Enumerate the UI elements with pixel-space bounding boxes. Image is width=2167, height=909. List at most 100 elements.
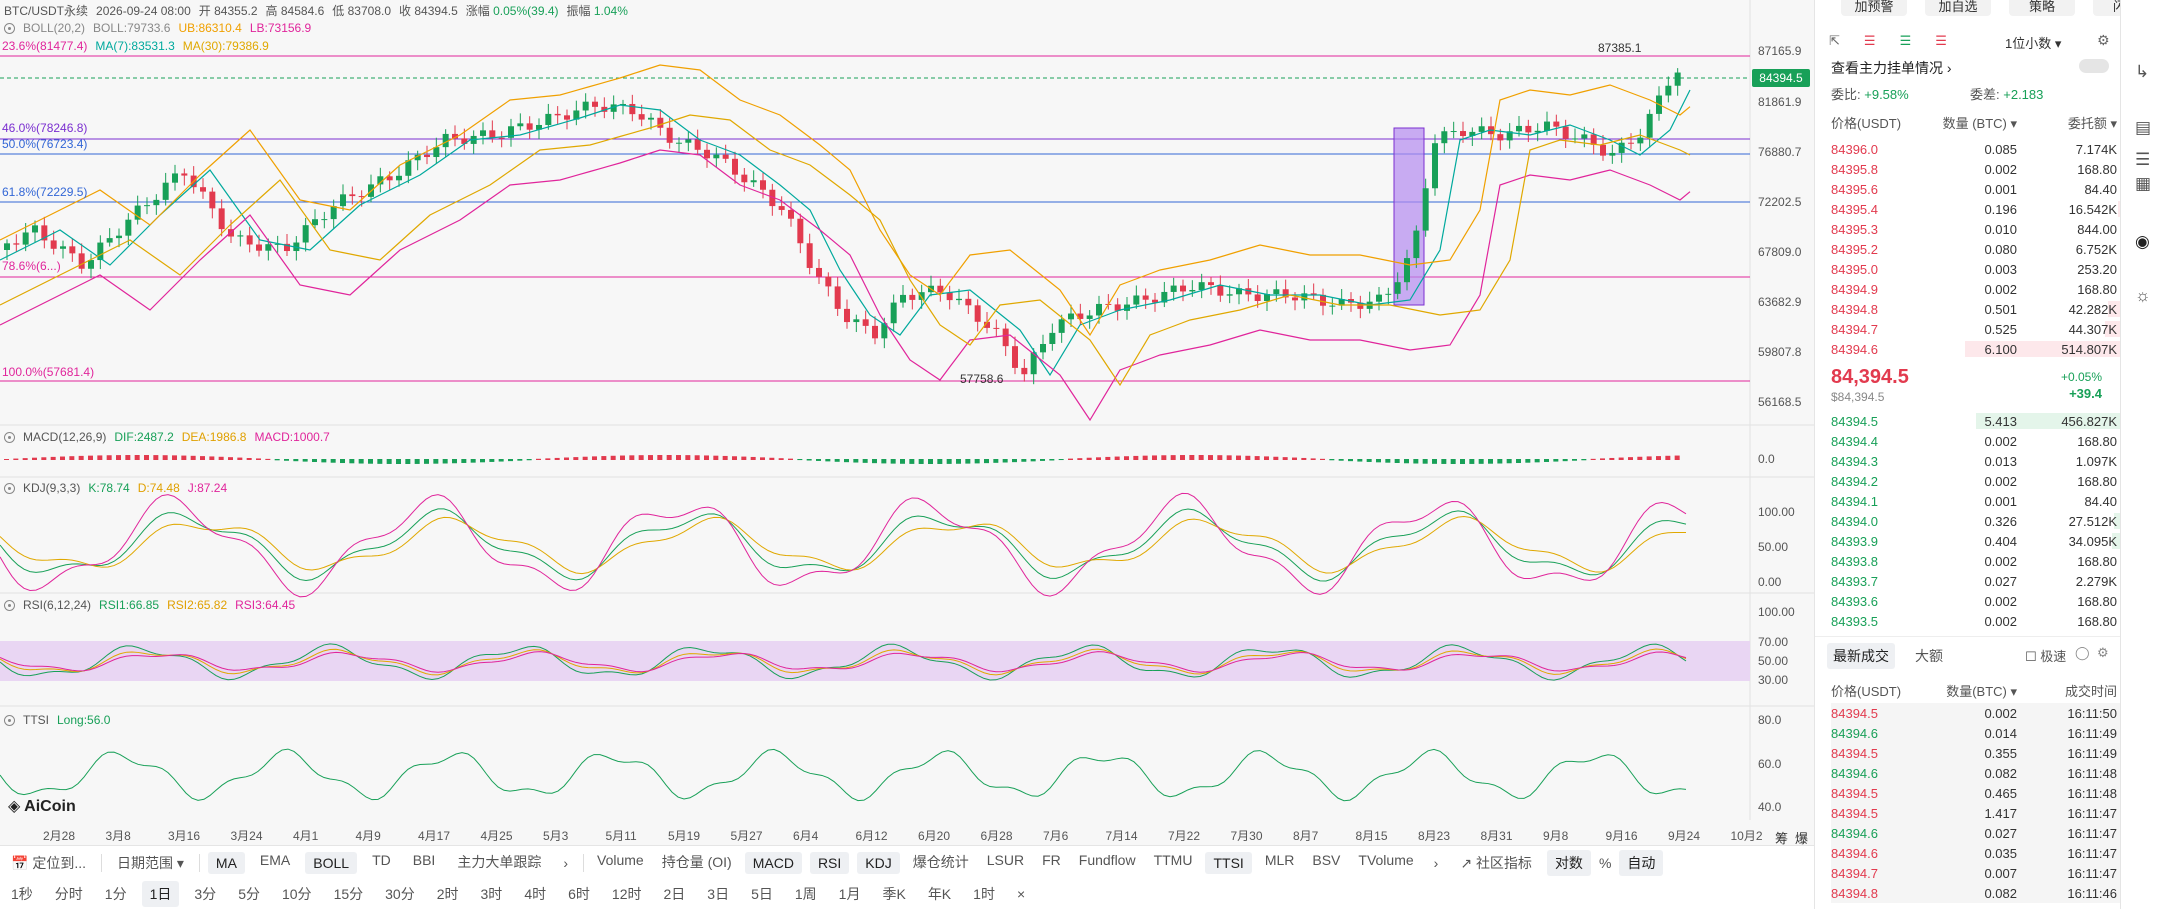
chart-icon[interactable]: ↳ xyxy=(2135,62,2150,81)
trades-qty-header[interactable]: 数量(BTC) ▾ xyxy=(1946,683,2017,699)
top-button-0[interactable]: 加预警 xyxy=(1841,0,1907,16)
sub-indicator-11[interactable]: MLR xyxy=(1264,851,1295,868)
bid-row[interactable]: 84394.5 5.413 456.827K xyxy=(1831,411,2120,431)
settings-icon[interactable]: ⚙ xyxy=(2097,32,2110,48)
bid-row[interactable]: 84393.5 0.002 168.80 xyxy=(1831,611,2120,631)
bids-only-icon[interactable]: ☰ xyxy=(1899,33,1912,48)
interval-10[interactable]: 3时 xyxy=(480,886,503,902)
ask-row[interactable]: 84395.6 0.001 84.40 xyxy=(1831,179,2120,199)
bid-row[interactable]: 84393.9 0.404 34.095K xyxy=(1831,531,2120,551)
interval-12[interactable]: 6时 xyxy=(568,886,590,902)
sub-indicator-2[interactable]: MACD xyxy=(744,851,802,874)
external-link-icon[interactable]: ⇱ xyxy=(1829,33,1840,48)
interval-5[interactable]: 5分 xyxy=(238,886,260,902)
bid-row[interactable]: 84393.7 0.027 2.279K xyxy=(1831,571,2120,591)
ask-row[interactable]: 84395.0 0.003 253.20 xyxy=(1831,259,2120,279)
locate-button[interactable]: 📅 定位到... xyxy=(11,854,86,871)
eye-icon[interactable] xyxy=(4,714,15,726)
list-icon[interactable]: ☰ xyxy=(2135,150,2151,169)
log-scale-button[interactable]: 对数 xyxy=(1546,849,1591,876)
ask-row[interactable]: 84394.6 6.100 514.807K xyxy=(1831,339,2120,359)
ask-row[interactable]: 84396.0 0.085 7.174K xyxy=(1831,139,2120,159)
community-indicator-button[interactable]: ↗ 社区指标 xyxy=(1460,854,1532,871)
bid-row[interactable]: 84393.8 0.002 168.80 xyxy=(1831,551,2120,571)
ask-row[interactable]: 84395.4 0.196 16.542K xyxy=(1831,199,2120,219)
interval-19[interactable]: 季K xyxy=(882,886,906,902)
ask-row[interactable]: 84395.2 0.080 6.752K xyxy=(1831,239,2120,259)
sub-indicator-3[interactable]: RSI xyxy=(809,851,850,874)
indicator-2[interactable]: BOLL xyxy=(305,851,358,874)
bid-row[interactable]: 84394.1 0.001 84.40 xyxy=(1831,491,2120,511)
interval-18[interactable]: 1月 xyxy=(838,886,861,902)
settings-icon[interactable]: ⚙ xyxy=(2097,645,2109,660)
tab-latest-trades[interactable]: 最新成交 xyxy=(1827,643,1895,669)
robot-icon[interactable]: ◉ xyxy=(2135,232,2150,251)
chip-icon[interactable]: 筹 xyxy=(1775,831,1789,845)
eye-icon[interactable] xyxy=(4,22,15,34)
interval-21[interactable]: 1时 xyxy=(973,886,995,902)
interval-15[interactable]: 3日 xyxy=(707,886,730,902)
ask-row[interactable]: 84395.3 0.010 844.00 xyxy=(1831,219,2120,239)
interval-8[interactable]: 30分 xyxy=(385,886,415,902)
chevron-right-icon[interactable]: › xyxy=(1433,854,1439,871)
sub-indicator-5[interactable]: 爆仓统计 xyxy=(912,853,969,870)
panel-icon[interactable]: ▤ xyxy=(2135,118,2152,137)
top-button-2[interactable]: 策略 xyxy=(2009,0,2075,16)
sub-indicator-8[interactable]: Fundflow xyxy=(1078,851,1136,868)
indicator-0[interactable]: MA xyxy=(207,851,245,874)
share-icon[interactable]: ☼ xyxy=(2135,286,2151,305)
interval-16[interactable]: 5日 xyxy=(751,886,773,902)
ask-row[interactable]: 84395.8 0.002 168.80 xyxy=(1831,159,2120,179)
ask-row[interactable]: 84394.8 0.501 42.282K xyxy=(1831,299,2120,319)
auto-scale-button[interactable]: 自动 xyxy=(1619,849,1664,876)
calendar-icon[interactable]: ▦ xyxy=(2135,174,2152,193)
date-range-button[interactable]: 日期范围 ▾ xyxy=(117,854,184,871)
top-button-3[interactable]: 闪兑 xyxy=(2093,0,2120,16)
sub-indicator-6[interactable]: LSUR xyxy=(986,851,1025,868)
total-header[interactable]: 委托额 ▾ xyxy=(2067,115,2117,131)
interval-1[interactable]: 分时 xyxy=(54,886,83,902)
eye-icon[interactable] xyxy=(4,431,15,443)
sub-indicator-9[interactable]: TTMU xyxy=(1153,851,1193,868)
both-sides-icon[interactable]: ☰ xyxy=(1863,33,1876,48)
fast-mode-checkbox[interactable]: ☐ 极速 xyxy=(2025,649,2067,664)
liquidation-icon[interactable]: 爆 xyxy=(1795,831,1809,845)
indicator-3[interactable]: TD xyxy=(372,851,391,868)
bid-row[interactable]: 84394.3 0.013 1.097K xyxy=(1831,451,2120,471)
interval-6[interactable]: 10分 xyxy=(281,886,312,902)
eye-icon[interactable] xyxy=(4,482,15,494)
interval-4[interactable]: 3分 xyxy=(194,886,217,902)
candlestick-chart[interactable] xyxy=(0,0,1814,845)
sub-indicator-1[interactable]: 持仓量 (OI) xyxy=(661,853,732,870)
percent-scale-button[interactable]: % xyxy=(1598,854,1612,871)
chart-area[interactable]: BTC/USDT永续 2026-09-24 08:00 开 84355.2 高 … xyxy=(0,0,1814,845)
bid-row[interactable]: 84394.2 0.002 168.80 xyxy=(1831,471,2120,491)
indicator-4[interactable]: BBI xyxy=(412,851,436,868)
qty-header[interactable]: 数量 (BTC) ▾ xyxy=(1942,115,2017,131)
interval-14[interactable]: 2日 xyxy=(663,886,686,902)
sub-indicator-10[interactable]: TTSI xyxy=(1205,851,1252,874)
chevron-right-icon[interactable]: › xyxy=(563,854,568,871)
interval-20[interactable]: 年K xyxy=(927,886,952,902)
sub-indicator-13[interactable]: TVolume xyxy=(1358,851,1414,868)
ask-row[interactable]: 84394.9 0.002 168.80 xyxy=(1831,279,2120,299)
close-icon[interactable]: × xyxy=(1016,886,1026,902)
refresh-icon[interactable]: ◯ xyxy=(2075,645,2090,660)
top-button-1[interactable]: 加自选 xyxy=(1925,0,1991,16)
bid-row[interactable]: 84394.0 0.326 27.512K xyxy=(1831,511,2120,531)
sub-indicator-4[interactable]: KDJ xyxy=(857,851,900,874)
orderbook-toggle[interactable] xyxy=(2079,59,2109,73)
orderbook-title[interactable]: 查看主力挂单情况 › xyxy=(1831,60,1952,76)
interval-13[interactable]: 12时 xyxy=(611,886,642,902)
sub-indicator-12[interactable]: BSV xyxy=(1312,851,1341,868)
bid-row[interactable]: 84394.4 0.002 168.80 xyxy=(1831,431,2120,451)
eye-icon[interactable] xyxy=(4,599,15,611)
tab-large-trades[interactable]: 大额 xyxy=(1915,648,1943,664)
interval-2[interactable]: 1分 xyxy=(104,886,127,902)
asks-only-icon[interactable]: ☰ xyxy=(1935,33,1947,48)
ask-row[interactable]: 84394.7 0.525 44.307K xyxy=(1831,319,2120,339)
interval-11[interactable]: 4时 xyxy=(524,886,547,902)
indicator-5[interactable]: 主力大单跟踪 xyxy=(457,853,542,870)
precision-select[interactable]: 1位小数 ▾ xyxy=(2005,36,2062,51)
interval-9[interactable]: 2时 xyxy=(436,886,459,902)
